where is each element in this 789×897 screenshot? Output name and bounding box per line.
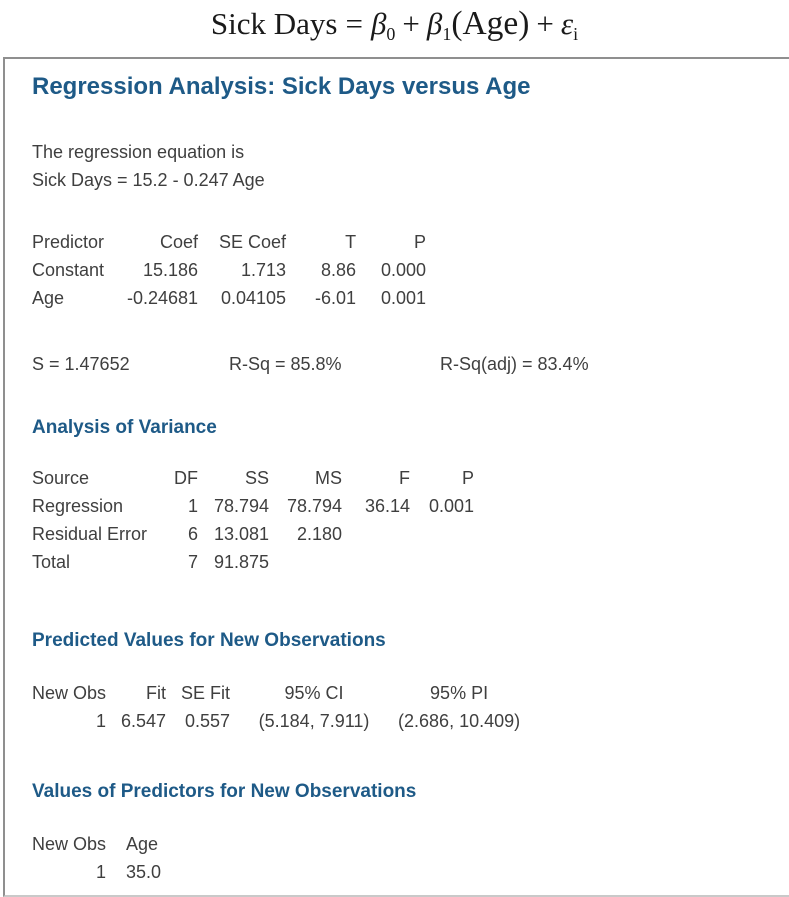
table-cell: 1: [96, 862, 107, 882]
predictor-values-table: New Obs Age 1 35.0: [32, 830, 196, 886]
column-header: P: [461, 468, 474, 488]
table-cell: 0.557: [184, 711, 231, 731]
column-header: Fit: [146, 683, 167, 703]
table-cell: 91.875: [213, 552, 269, 572]
coefficients-table: Predictor Coef SE Coef T P Constant 15.1…: [32, 228, 426, 312]
r-sq-value: R-Sq = 85.8%: [229, 354, 342, 374]
table-cell: -6.01: [315, 288, 357, 308]
beta0-subscript: 0: [386, 24, 396, 45]
beta0-term: β0: [370, 6, 396, 45]
table-cell: 1.713: [241, 260, 287, 280]
table-row: Age -0.24681 0.04105 -6.01 0.001: [32, 284, 426, 312]
table-cell: 6: [187, 524, 198, 544]
model-equation: Sick Days = β0 + β1(Age) + εi: [0, 2, 789, 50]
table-header-row: Predictor Coef SE Coef T P: [32, 228, 426, 256]
anova-heading: Analysis of Variance: [32, 417, 217, 438]
table-cell: 1: [187, 496, 198, 516]
column-header: New Obs: [32, 683, 107, 703]
table-cell: 0.04105: [220, 288, 287, 308]
table-cell: 8.86: [321, 260, 357, 280]
predicted-values-table: New Obs Fit SE Fit 95% CI 95% PI 1 6.547…: [32, 679, 520, 735]
table-cell: [410, 548, 474, 576]
column-header: SE Coef: [219, 232, 287, 252]
regression-equation-intro: The regression equation is: [32, 142, 245, 162]
table-header-row: New Obs Fit SE Fit 95% CI 95% PI: [32, 679, 520, 707]
beta1-subscript: 1: [442, 24, 452, 45]
table-cell: 0.001: [428, 496, 474, 516]
plus-sign: +: [536, 6, 554, 41]
table-row: Constant 15.186 1.713 8.86 0.000: [32, 256, 426, 284]
fitted-equation: Sick Days = 15.2 - 0.247 Age: [32, 170, 265, 190]
column-header: DF: [174, 468, 198, 488]
table-cell: Age: [32, 288, 65, 308]
table-row: Total 7 91.875: [32, 548, 474, 576]
table-row: 1 35.0: [32, 858, 196, 886]
predicted-values-heading: Predicted Values for New Observations: [32, 630, 386, 651]
table-cell: [342, 520, 410, 548]
table-cell: 0.001: [381, 288, 427, 308]
session-output-panel: Regression Analysis: Sick Days versus Ag…: [3, 57, 789, 897]
table-row: Residual Error 6 13.081 2.180: [32, 520, 474, 548]
table-header-row: New Obs Age: [32, 830, 196, 858]
column-header: F: [399, 468, 410, 488]
table-cell: 1: [96, 711, 107, 731]
table-cell: Regression: [32, 496, 124, 516]
beta1-term: β1: [426, 6, 452, 45]
table-cell: Constant: [32, 260, 105, 280]
model-summary: S = 1.47652 R-Sq = 85.8% R-Sq(adj) = 83.4%: [32, 350, 789, 378]
predictor-values-heading: Values of Predictors for New Observation…: [32, 781, 417, 802]
column-header: SS: [244, 468, 269, 488]
column-header: T: [345, 232, 357, 252]
epsilon-glyph: ε: [560, 6, 574, 41]
column-header: Predictor: [32, 232, 105, 252]
analysis-title: Regression Analysis: Sick Days versus Ag…: [32, 73, 531, 100]
equation-lhs: Sick Days: [210, 6, 338, 41]
table-cell: 7: [187, 552, 198, 572]
table-cell: 36.14: [364, 496, 410, 516]
table-row: 1 6.547 0.557 (5.184, 7.911) (2.686, 10.…: [32, 707, 520, 735]
beta-glyph: β: [370, 6, 387, 41]
column-header: SE Fit: [181, 683, 231, 703]
plus-sign: +: [402, 6, 420, 41]
column-header: Coef: [160, 232, 199, 252]
column-header: New Obs: [32, 834, 107, 854]
table-cell: 2.180: [296, 524, 342, 544]
table-cell: (5.184, 7.911): [258, 711, 370, 731]
regression-equation-block: The regression equation is Sick Days = 1…: [32, 138, 789, 194]
age-term: (Age): [451, 5, 530, 42]
table-cell: 6.547: [120, 711, 167, 731]
table-row: Regression 1 78.794 78.794 36.14 0.001: [32, 492, 474, 520]
table-cell: Residual Error: [32, 524, 148, 544]
table-cell: 78.794: [213, 496, 269, 516]
table-cell: 0.000: [381, 260, 427, 280]
s-value: S = 1.47652: [32, 354, 130, 374]
table-header-row: Source DF SS MS F P: [32, 464, 474, 492]
table-cell: Total: [32, 552, 71, 572]
table-cell: [342, 548, 410, 576]
column-header: Source: [32, 468, 90, 488]
epsilon-subscript: i: [573, 24, 579, 45]
table-cell: (2.686, 10.409): [398, 711, 521, 731]
table-cell: 13.081: [213, 524, 269, 544]
table-cell: 78.794: [286, 496, 342, 516]
r-sq-adj-value: R-Sq(adj) = 83.4%: [440, 354, 589, 374]
column-header: Age: [126, 834, 159, 854]
table-cell: 35.0: [126, 862, 162, 882]
column-header: 95% CI: [284, 683, 344, 703]
beta-glyph: β: [426, 6, 443, 41]
table-cell: -0.24681: [127, 288, 199, 308]
equals-sign: =: [345, 6, 363, 41]
table-cell: 15.186: [143, 260, 199, 280]
error-term: εi: [560, 6, 579, 45]
anova-table: Source DF SS MS F P Regression 1 78.794 …: [32, 464, 474, 576]
column-header: 95% PI: [430, 683, 489, 703]
column-header: MS: [315, 468, 342, 488]
table-cell: [410, 520, 474, 548]
column-header: P: [414, 232, 427, 252]
table-cell: [269, 548, 342, 576]
